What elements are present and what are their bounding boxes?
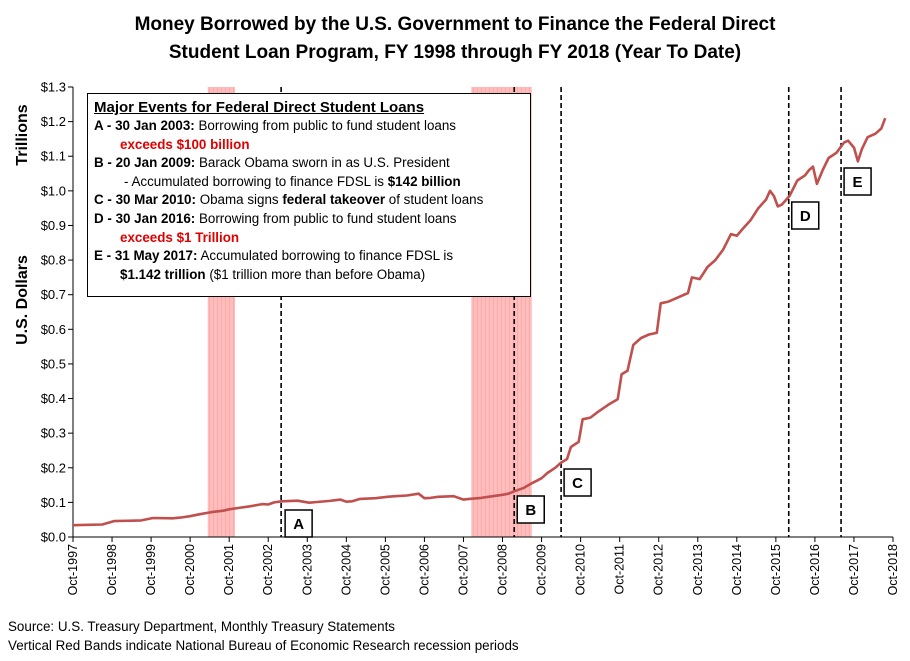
x-tick-label: Oct-2005 [378,544,392,595]
chart-title-line1: Money Borrowed by the U.S. Government to… [135,14,777,35]
x-tick-label: Oct-1999 [144,544,158,595]
event-b: B - 20 Jan 2009: Barack Obama sworn in a… [94,154,530,173]
event-e: E - 31 May 2017: Accumulated borrowing t… [94,247,530,266]
x-tick-label: Oct-1998 [105,544,119,595]
y-tick-label: $1.1 [41,149,66,164]
y-tick-label: $0.2 [41,460,66,475]
event-marker-label-e: E [853,174,863,191]
event-c: C - 30 Mar 2010: Obama signs federal tak… [94,191,530,210]
event-markers: A B C D E [284,167,872,538]
event-b-highlight: $142 billion [387,173,461,189]
event-b-label: B - 20 Jan 2009: [94,155,196,171]
y-tick-label: $0.9 [41,218,66,233]
event-a-highlight: exceeds $100 billion [120,136,250,152]
y-tick-label: $0.3 [41,426,66,441]
events-heading: Major Events for Federal Direct Student … [94,99,425,116]
event-marker-box-a [284,509,313,538]
event-c-text-end: of student loans [385,192,484,208]
event-a-detail: exceeds $100 billion [94,136,530,155]
event-e-text: Accumulated borrowing to finance FDSL is [197,248,454,264]
event-d-highlight: exceeds $1 Trillion [120,229,240,245]
x-tick-label: Oct-2013 [691,544,705,595]
event-a-label: A - 30 Jan 2003: [94,118,195,133]
y-tick-label: $0.0 [41,530,66,545]
event-d-text: Borrowing from public to fund student lo… [195,210,457,226]
event-b-text: Barack Obama sworn in as U.S. President [195,155,450,171]
event-marker-label-d: D [800,208,811,225]
event-marker-box-c [563,468,592,497]
event-e-text2: ($1 trillion more than before Obama) [205,266,426,282]
event-marker-box-b [516,495,545,524]
event-marker-box-d [790,201,820,230]
event-e-detail: $1.142 trillion ($1 trillion more than b… [94,266,530,285]
axes [72,87,893,538]
x-axis-ticks: Oct-1997 Oct-1998 Oct-1999 Oct-2000 Oct-2001… [66,537,900,595]
y-axis-ticks: $0.0 $0.1 $0.2 $0.3 $0.4 $0.5 $0.6 $0.7 $0.8 $0.9… [41,80,73,545]
event-a-text: Borrowing from public to fund student lo… [194,118,456,133]
x-tick-label: Oct-2008 [496,544,510,595]
event-a: A - 30 Jan 2003: Borrowing from public t… [94,117,530,136]
x-tick-label: Oct-2003 [300,544,314,595]
event-c-label: C - 30 Mar 2010: [94,192,196,208]
events-legend-box: Major Events for Federal Direct Student … [87,93,531,297]
y-tick-label: $1.0 [41,183,66,198]
event-marker-box-e [843,167,872,196]
x-tick-label: Oct-1997 [66,544,80,595]
x-tick-label: Oct-2009 [535,544,549,595]
event-b-detail: - Accumulated borrowing to finance FDSL … [94,173,530,192]
y-tick-label: $0.1 [41,495,66,510]
y-tick-label: $1.2 [41,114,66,129]
x-tick-label: Oct-2012 [652,544,666,595]
y-tick-label: $1.3 [41,80,66,95]
event-d-detail: exceeds $1 Trillion [94,229,530,248]
event-c-text: Obama signs [195,192,283,208]
recession-note: Vertical Red Bands indicate National Bur… [8,638,519,653]
y-tick-label: $0.5 [41,356,66,371]
x-tick-label: Oct-2011 [613,544,627,595]
event-marker-label-a: A [293,516,304,533]
x-tick-label: Oct-2017 [847,544,861,595]
event-b-text2: - Accumulated borrowing to finance FDSL … [124,173,388,189]
chart-title-line2: Student Loan Program, FY 1998 through FY… [169,42,741,63]
source-note: Source: U.S. Treasury Department, Monthl… [8,619,395,634]
y-tick-label: $0.8 [41,253,66,268]
x-tick-label: Oct-2014 [730,544,744,595]
series-lines [72,117,887,527]
event-d-label: D - 30 Jan 2016: [94,210,196,226]
event-marker-label-b: B [525,502,536,519]
event-d: D - 30 Jan 2016: Borrowing from public t… [94,210,530,229]
x-tick-label: Oct-2004 [339,544,353,595]
y-axis-unit-label: Trillions [14,104,31,165]
event-c-highlight: federal takeover [282,192,386,208]
event-marker-label-c: C [572,475,583,492]
y-axis-label: U.S. Dollars [14,255,31,345]
x-tick-label: Oct-2016 [808,544,822,595]
x-tick-label: Oct-2002 [261,544,275,595]
x-tick-label: Oct-2000 [183,544,197,595]
y-tick-label: $0.4 [41,391,66,406]
x-tick-label: Oct-2001 [222,544,236,595]
y-tick-label: $0.7 [41,287,66,302]
event-e-highlight: $1.142 trillion [120,266,206,282]
y-tick-label: $0.6 [41,322,66,337]
x-tick-label: Oct-2018 [886,544,900,595]
x-tick-label: Oct-2015 [769,544,783,595]
series-line-1 [72,117,887,527]
x-tick-label: Oct-2010 [574,544,588,595]
event-e-label: E - 31 May 2017: [94,248,198,264]
x-tick-label: Oct-2007 [456,544,470,595]
x-tick-label: Oct-2006 [417,544,431,595]
